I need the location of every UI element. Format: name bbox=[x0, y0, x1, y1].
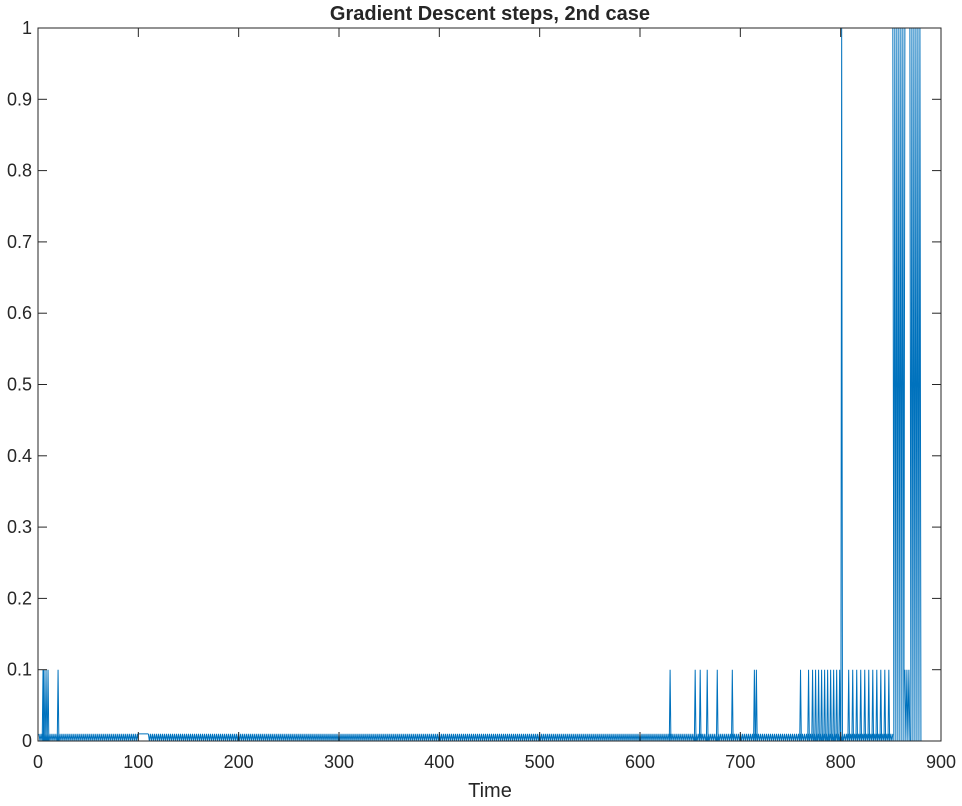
series-1-spike-32 bbox=[867, 669, 871, 741]
series-1-spike-8 bbox=[698, 669, 702, 741]
x-tick-label: 300 bbox=[324, 752, 354, 772]
series-1 bbox=[38, 28, 922, 741]
series-1-spike-7 bbox=[693, 669, 697, 741]
series-1-spike-26 bbox=[840, 28, 843, 741]
x-tick-label: 700 bbox=[725, 752, 755, 772]
series-1-spike-4 bbox=[46, 669, 50, 741]
axes: 0 100 200 300 400 500 600 700 800 900 0 0.1 0.2 0.3 0.… bbox=[7, 18, 956, 772]
chart-title: Gradient Descent steps, 2nd case bbox=[330, 3, 650, 25]
series-1-oscillation-4 bbox=[892, 28, 906, 741]
x-tick-label: 600 bbox=[625, 752, 655, 772]
series-1-spike-18 bbox=[817, 669, 820, 741]
y-tick-label: 0.5 bbox=[7, 375, 32, 395]
y-tick-label: 0.9 bbox=[7, 89, 32, 109]
y-tick-label: 0.4 bbox=[7, 446, 32, 466]
series-1-spike-24 bbox=[835, 669, 838, 741]
series-1-spike-30 bbox=[859, 669, 863, 741]
series-1-oscillation-2 bbox=[147, 733, 802, 741]
series-1-spike-19 bbox=[820, 669, 823, 741]
series-1-spike-35 bbox=[879, 669, 883, 741]
series-1-spike-28 bbox=[851, 669, 855, 741]
series-1-spike-22 bbox=[829, 669, 832, 741]
series-1-spike-33 bbox=[871, 669, 875, 741]
series-1-spike-15 bbox=[807, 669, 810, 741]
x-tick-label: 800 bbox=[826, 752, 856, 772]
x-tick-label: 500 bbox=[525, 752, 555, 772]
series-1-spike-31 bbox=[863, 669, 867, 741]
series-1-spike-25 bbox=[838, 669, 841, 741]
x-tick-label: 400 bbox=[424, 752, 454, 772]
y-tick-label: 0.6 bbox=[7, 303, 32, 323]
x-tick-label: 100 bbox=[123, 752, 153, 772]
x-axis-label: Time bbox=[468, 780, 512, 801]
y-tick-label: 0.7 bbox=[7, 232, 32, 252]
series-1-spike-23 bbox=[832, 669, 835, 741]
series-1-spike-10 bbox=[715, 669, 719, 741]
series-1-spike-11 bbox=[731, 669, 734, 741]
series-1-oscillation-1 bbox=[38, 733, 139, 741]
series-1-spike-14 bbox=[799, 669, 802, 741]
series-1-spike-21 bbox=[826, 669, 829, 741]
series-1-spike-36 bbox=[883, 669, 887, 741]
y-tick-label: 0 bbox=[22, 731, 32, 751]
x-tick-label: 200 bbox=[224, 752, 254, 772]
series-1-spike-6 bbox=[668, 669, 672, 741]
series-1-spike-20 bbox=[823, 669, 826, 741]
axes-box bbox=[37, 27, 942, 742]
series-1-spike-3 bbox=[44, 669, 48, 741]
y-tick-label: 1 bbox=[22, 18, 32, 38]
series-1-spike-37 bbox=[887, 669, 891, 741]
plot-area bbox=[38, 28, 922, 741]
series-1-spike-27 bbox=[847, 669, 850, 741]
series-1-spike-9 bbox=[705, 669, 709, 741]
y-tick-label: 0.8 bbox=[7, 161, 32, 181]
y-tick-label: 0.2 bbox=[7, 588, 32, 608]
x-tick-label: 0 bbox=[33, 752, 43, 772]
series-1-oscillation-6 bbox=[909, 28, 922, 741]
series-1-spike-29 bbox=[855, 669, 859, 741]
y-tick-label: 0.1 bbox=[7, 660, 32, 680]
y-tick-label: 0.3 bbox=[7, 517, 32, 537]
x-tick-label: 900 bbox=[926, 752, 956, 772]
series-1-spike-13 bbox=[755, 669, 758, 741]
series-1-spike-16 bbox=[811, 669, 814, 741]
series-1-spike-34 bbox=[875, 669, 879, 741]
series-1-spike-17 bbox=[814, 669, 817, 741]
series-1-oscillation-5 bbox=[904, 669, 911, 741]
series-1-spike-12 bbox=[753, 669, 756, 741]
series-1-spike-5 bbox=[56, 669, 60, 741]
